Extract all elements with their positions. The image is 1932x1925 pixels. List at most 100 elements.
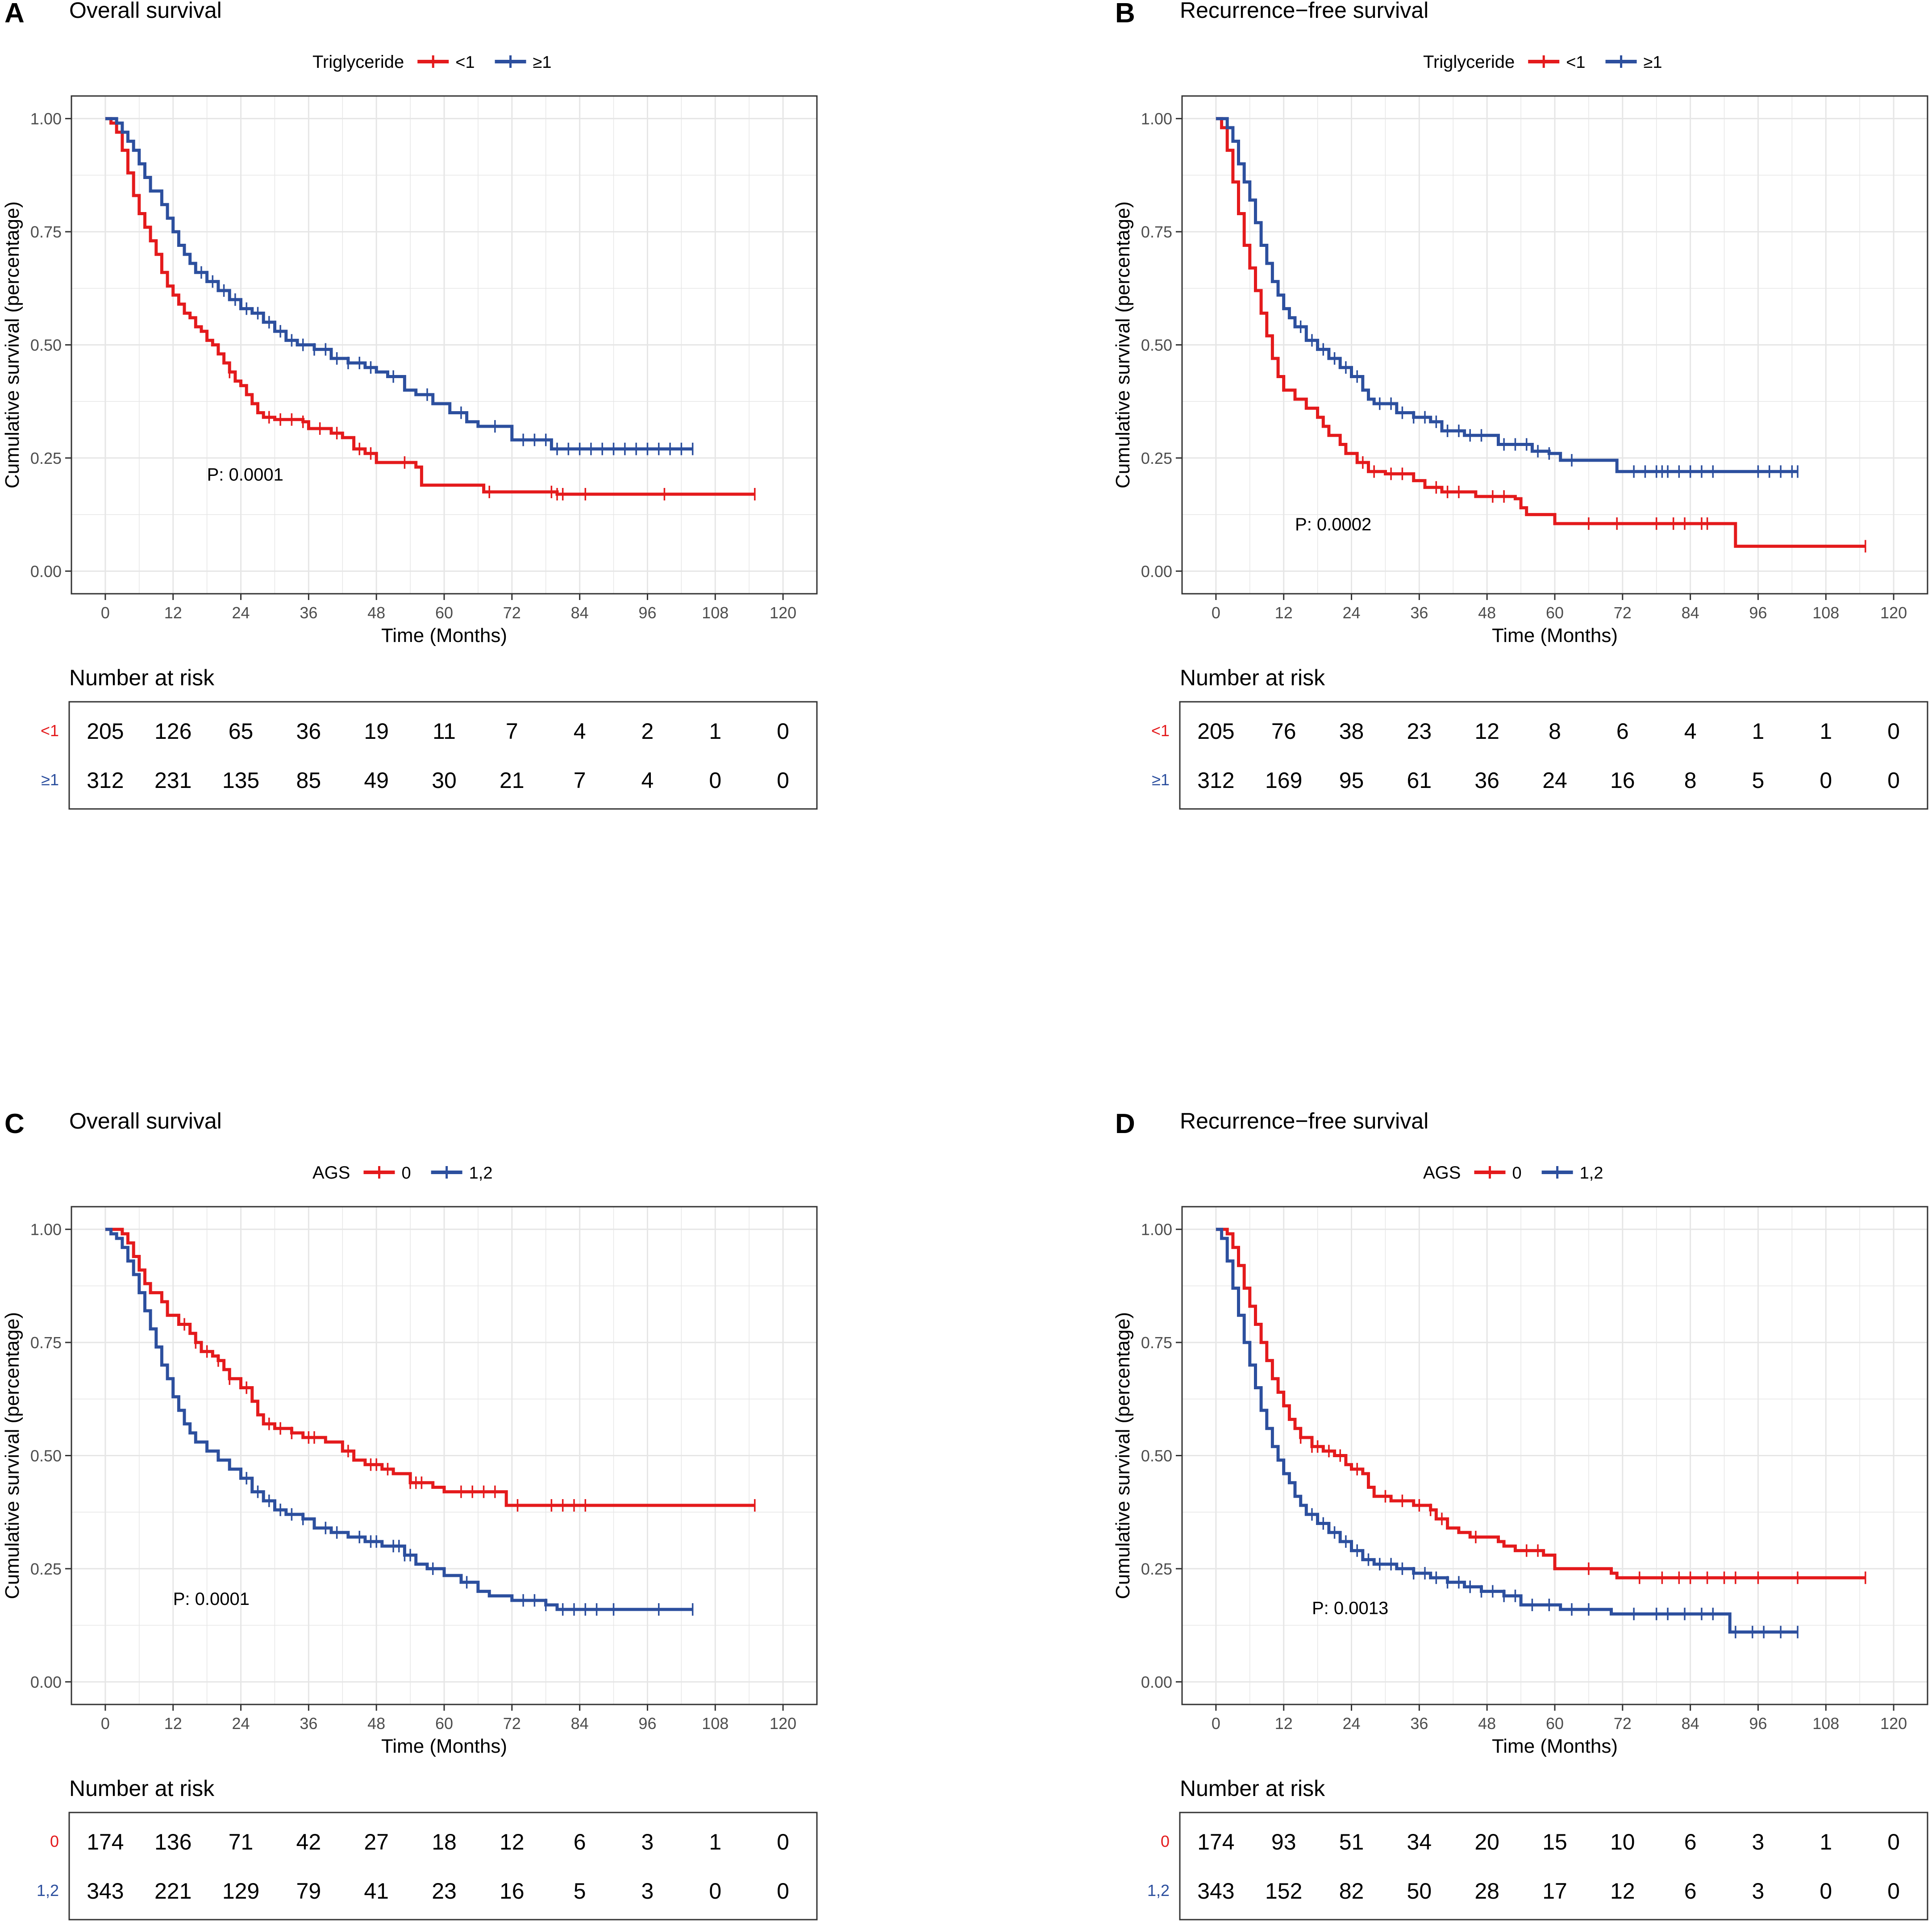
series-0 <box>105 117 756 500</box>
risk-value: 343 <box>87 1879 124 1904</box>
y-axis: 0.00 0.25 0.50 0.75 1.00 Cumulative survival … <box>1112 110 1182 580</box>
x-tick-label: 60 <box>1546 1714 1564 1733</box>
p-value: P: 0.0013 <box>1312 1598 1388 1618</box>
x-tick-label: 0 <box>1212 604 1220 622</box>
risk-value: 19 <box>364 719 389 744</box>
y-tick-label: 0.25 <box>30 449 62 467</box>
series-0 <box>1216 1228 1866 1584</box>
panel-title: Overall survival <box>69 1108 222 1133</box>
x-axis-label: Time (Months) <box>1492 1735 1618 1757</box>
x-tick-label: 84 <box>571 604 589 622</box>
risk-value: 36 <box>1474 768 1499 793</box>
series-0 <box>1216 117 1866 553</box>
risk-value: 169 <box>1265 768 1302 793</box>
risk-value: 12 <box>500 1829 525 1854</box>
grid <box>71 96 817 594</box>
x-tick-label: 120 <box>1880 604 1907 622</box>
x-tick-label: 24 <box>1343 604 1361 622</box>
x-tick-label: 96 <box>638 604 656 622</box>
risk-value: 4 <box>641 768 654 793</box>
x-tick-label: 12 <box>164 1714 182 1733</box>
series-1 <box>105 117 694 455</box>
risk-table-title: Number at risk <box>1180 665 1325 690</box>
risk-value: 0 <box>777 1829 789 1854</box>
grid <box>1182 96 1928 594</box>
series-1 <box>1216 117 1799 478</box>
risk-value: 0 <box>709 768 721 793</box>
risk-row-label: 1,2 <box>37 1881 59 1900</box>
risk-value: 18 <box>432 1829 457 1854</box>
x-tick-label: 0 <box>1212 1714 1220 1733</box>
x-tick-label: 72 <box>503 1714 521 1733</box>
risk-value: 4 <box>574 719 586 744</box>
x-tick-label: 72 <box>1614 604 1632 622</box>
survival-curve <box>105 117 693 451</box>
y-tick-label: 0.00 <box>1141 1673 1172 1691</box>
risk-value: 231 <box>154 768 192 793</box>
risk-value: 5 <box>1752 768 1765 793</box>
risk-table-frame <box>1179 701 1928 810</box>
risk-value: 205 <box>1197 719 1234 744</box>
panel-letter: D <box>1115 1108 1135 1139</box>
x-tick-label: 120 <box>770 604 796 622</box>
risk-value: 0 <box>1887 768 1900 793</box>
risk-value: 11 <box>433 719 456 744</box>
x-tick-label: 72 <box>1614 1714 1632 1733</box>
risk-value: 2 <box>641 719 654 744</box>
x-tick-label: 84 <box>1682 1714 1699 1733</box>
legend-label-0: <1 <box>1566 53 1585 72</box>
risk-value: 0 <box>777 1879 789 1904</box>
risk-row-label: 0 <box>50 1832 59 1850</box>
series-1 <box>1216 1228 1799 1638</box>
series-0 <box>105 1228 756 1512</box>
y-tick-label: 0.00 <box>30 1673 62 1691</box>
y-axis-label: Cumulative survival (percentage) <box>1 201 23 488</box>
x-tick-label: 36 <box>1410 604 1428 622</box>
risk-value: 95 <box>1339 768 1364 793</box>
risk-value: 79 <box>296 1879 321 1904</box>
x-axis-label: Time (Months) <box>1492 625 1618 646</box>
risk-value: 126 <box>154 719 192 744</box>
legend-label-0: 0 <box>401 1164 411 1183</box>
x-axis-label: Time (Months) <box>381 625 507 646</box>
risk-value: 174 <box>87 1829 124 1854</box>
x-tick-label: 108 <box>702 604 729 622</box>
risk-table-frame <box>68 1812 818 1921</box>
x-tick-label: 48 <box>367 604 385 622</box>
legend-label-0: 0 <box>1512 1164 1521 1183</box>
x-tick-label: 72 <box>503 604 521 622</box>
risk-value: 27 <box>364 1829 389 1854</box>
risk-row-label: 1,2 <box>1147 1881 1170 1900</box>
y-tick-label: 0.25 <box>1141 1560 1172 1578</box>
risk-table-title: Number at risk <box>69 665 215 690</box>
risk-value: 6 <box>1684 1829 1697 1854</box>
legend-title: Triglyceride <box>312 52 404 72</box>
y-tick-label: 1.00 <box>30 1221 62 1239</box>
y-tick-label: 0.50 <box>1141 1447 1172 1465</box>
risk-value: 7 <box>574 768 586 793</box>
x-tick-label: 84 <box>571 1714 589 1733</box>
risk-value: 3 <box>1752 1879 1765 1904</box>
panel-title: Overall survival <box>69 0 222 23</box>
risk-value: 174 <box>1197 1829 1234 1854</box>
risk-value: 0 <box>777 719 789 744</box>
risk-value: 6 <box>1616 719 1629 744</box>
y-tick-label: 1.00 <box>30 110 62 128</box>
y-axis-label: Cumulative survival (percentage) <box>1112 1312 1134 1599</box>
y-tick-label: 0.75 <box>30 223 62 241</box>
x-tick-label: 96 <box>1749 1714 1767 1733</box>
y-tick-label: 0.50 <box>30 336 62 354</box>
risk-value: 30 <box>432 768 457 793</box>
x-tick-label: 120 <box>770 1714 796 1733</box>
x-tick-label: 0 <box>101 1714 110 1733</box>
p-value: P: 0.0001 <box>173 1589 250 1609</box>
y-tick-label: 0.00 <box>30 562 62 580</box>
panel-b: B Recurrence−free survival Triglyceride <1 ≥… <box>1112 0 1928 810</box>
risk-value: 0 <box>1887 1829 1900 1854</box>
risk-value: 93 <box>1271 1829 1296 1854</box>
x-tick-label: 48 <box>1478 1714 1496 1733</box>
x-tick-label: 108 <box>1812 604 1839 622</box>
risk-value: 4 <box>1684 719 1697 744</box>
